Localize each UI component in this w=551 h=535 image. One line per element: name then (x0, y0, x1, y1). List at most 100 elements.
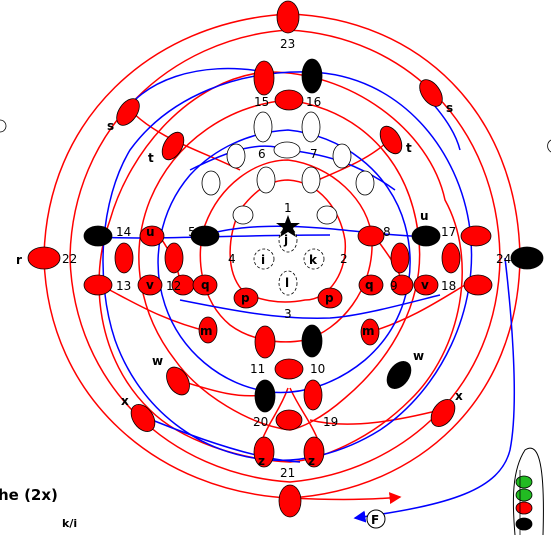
letter-label: v (421, 278, 429, 292)
oval-13 (83, 274, 113, 296)
oval-p-left (233, 287, 259, 309)
number-label: 9 (390, 279, 398, 293)
letter-label: s (446, 101, 453, 115)
number-label: 17 (441, 225, 456, 239)
oval-11 (254, 325, 276, 359)
number-label: 3 (284, 307, 292, 321)
letter-label: x (121, 394, 129, 408)
letter-label: w (152, 354, 163, 368)
oval-u-right-black (411, 225, 441, 247)
number-label: 1 (284, 201, 292, 215)
number-label: 15 (254, 95, 269, 109)
number-labels: 1 2 3 4 5 6 7 8 9 10 11 12 13 14 15 16 1… (62, 37, 511, 480)
letter-label: q (365, 278, 374, 292)
oval-11b (274, 358, 304, 380)
number-label: 5 (188, 225, 196, 239)
letter-label: u (420, 209, 429, 223)
oval-21 (278, 484, 302, 518)
letter-label: p (325, 291, 334, 305)
letter-label: r (16, 253, 22, 267)
letter-label: w (413, 349, 424, 363)
oval-v-right (413, 274, 439, 296)
number-label: 8 (383, 225, 391, 239)
letter-label: l (285, 276, 289, 290)
oval-s-left (116, 98, 140, 126)
letter-label: p (241, 291, 250, 305)
oval-24 (510, 246, 544, 270)
oval-8 (357, 225, 385, 247)
oval-8b (390, 242, 410, 274)
finish-label: F (371, 513, 379, 527)
cluster-outline (512, 447, 544, 535)
number-label: 4 (228, 252, 236, 266)
oval-10 (301, 324, 323, 358)
oval-q-left (192, 274, 218, 296)
number-label: 23 (280, 37, 295, 51)
oval-15 (253, 60, 275, 96)
star-icon (276, 215, 300, 237)
oval-17b (460, 225, 492, 247)
oval-cluster-green-2 (515, 488, 533, 502)
oval-22 (27, 246, 61, 270)
letter-label: z (258, 454, 265, 468)
number-label: 18 (441, 279, 456, 293)
letter-label: u (146, 225, 155, 239)
letter-label: m (200, 324, 213, 338)
oval-9 (390, 274, 414, 296)
oval-19 (303, 379, 323, 411)
oval-m-right (360, 318, 380, 346)
oval-15b (274, 89, 304, 111)
oval-14-black (83, 225, 113, 247)
number-label: 2 (340, 252, 348, 266)
oval-16 (301, 58, 323, 94)
red-ovals (27, 0, 533, 518)
number-label: 20 (253, 415, 268, 429)
oval-t-left (161, 131, 185, 161)
edge-circle (547, 139, 551, 153)
caption-subtitle: k/i (62, 517, 77, 530)
oval-z-left (253, 436, 275, 468)
number-label: 21 (280, 466, 295, 480)
letter-label: s (107, 119, 114, 133)
letter-label: m (362, 324, 375, 338)
black-ovals (83, 58, 544, 531)
oval-u-left (139, 225, 165, 247)
oval-s-right (419, 79, 443, 107)
oval-x-left (130, 404, 156, 432)
oval-17 (441, 242, 461, 274)
letter-label: t (406, 141, 412, 155)
oval-14 (114, 242, 134, 274)
oval-5 (164, 242, 184, 274)
number-label: 11 (250, 362, 265, 376)
number-label: 7 (310, 147, 318, 161)
oval-5-black (190, 225, 220, 247)
edge-circle-left (0, 119, 7, 133)
number-label: 12 (166, 279, 181, 293)
number-label: 14 (116, 225, 131, 239)
oval-p-right (317, 287, 343, 309)
oval-cluster-green-1 (515, 475, 533, 489)
oval-m-left (198, 316, 218, 344)
number-label: 10 (310, 362, 325, 376)
green-ovals (515, 475, 533, 502)
oval-cluster-red (515, 501, 533, 515)
letter-label: v (146, 278, 154, 292)
finish-circle (366, 509, 386, 529)
oval-18 (463, 274, 493, 296)
letter-label: j (283, 233, 288, 247)
oval-23 (276, 0, 300, 34)
letter-label: t (148, 151, 154, 165)
caption-title: he (2x) (0, 486, 58, 504)
number-label: 16 (306, 95, 321, 109)
oval-v-left (137, 274, 163, 296)
oval-20 (275, 409, 303, 431)
letter-label: q (201, 278, 210, 292)
red-arrow-line (289, 492, 402, 505)
number-label: 22 (62, 252, 77, 266)
empty-positions (201, 111, 375, 225)
oval-q-right (358, 274, 384, 296)
number-label: 19 (323, 415, 338, 429)
oval-w-right (386, 361, 412, 389)
number-label: 24 (496, 252, 511, 266)
